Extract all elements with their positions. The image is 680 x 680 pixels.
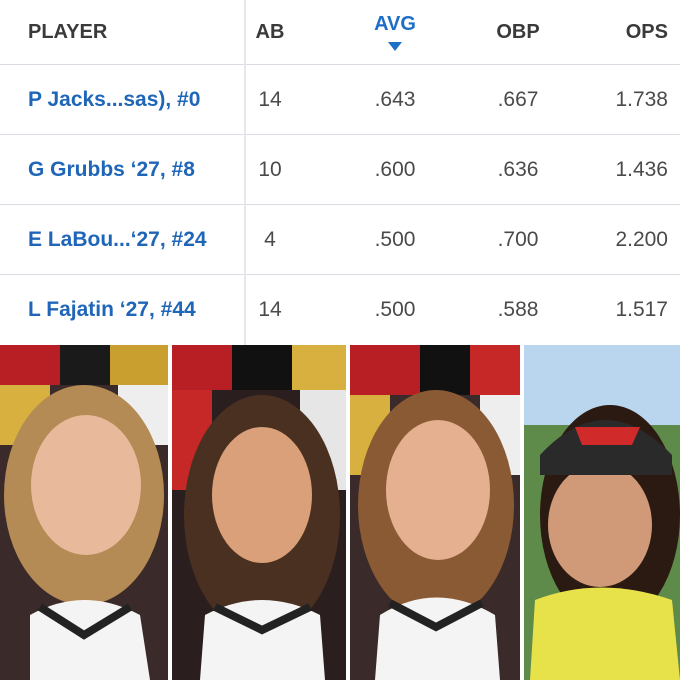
column-header: PLAYER <box>28 20 108 43</box>
column-divider <box>244 0 246 345</box>
stat-cell: .600 <box>374 157 416 181</box>
sort-indicator <box>388 42 402 51</box>
stat-cell: 1.517 <box>615 297 668 321</box>
photo <box>172 345 346 680</box>
stat-cell: .500 <box>374 227 416 251</box>
header-row: PLAYER AB AVG OBP OPS <box>0 0 680 65</box>
stat-cell: 14 <box>258 87 282 111</box>
player-name[interactable]: E LaBou...‘27, #24 <box>28 227 207 251</box>
stat-cell: 1.436 <box>615 157 668 181</box>
column-header: AB <box>255 20 285 43</box>
stat-cell: .636 <box>497 157 539 181</box>
player-name[interactable]: G Grubbs ‘27, #8 <box>28 157 195 181</box>
stat-cell: 2.200 <box>615 227 668 251</box>
table-row: P Jacks...sas), #0 14 .643 .667 1.738 <box>0 65 680 135</box>
stat-cell: 4 <box>264 227 276 251</box>
table-row: G Grubbs ‘27, #8 10 .600 .636 1.436 <box>0 135 680 205</box>
photo <box>524 345 680 680</box>
stat-cell: .700 <box>497 227 539 251</box>
column-header: AVG <box>345 0 445 64</box>
stats-table: PLAYER AB AVG OBP OPS P Jacks...sas), #0 14 .64… <box>0 0 680 344</box>
player-name[interactable]: L Fajatin ‘27, #44 <box>28 297 196 321</box>
player-name[interactable]: P Jacks...sas), #0 <box>28 87 201 111</box>
stat-cell: .643 <box>374 87 416 111</box>
table-row: E LaBou...‘27, #24 4 .500 .700 2.200 <box>0 205 680 275</box>
photo <box>0 345 168 680</box>
stat-cell: .588 <box>497 297 539 321</box>
stat-cell: .500 <box>374 297 416 321</box>
stat-cell: .667 <box>497 87 539 111</box>
stat-cell: 10 <box>258 157 282 181</box>
photo-strip <box>0 345 680 680</box>
stat-cell: 14 <box>258 297 282 321</box>
column-header-text: AVG <box>374 13 416 35</box>
photo <box>350 345 520 680</box>
column-header: OPS <box>625 20 668 43</box>
column-header: OBP <box>496 20 540 43</box>
stat-cell: 1.738 <box>615 87 668 111</box>
table-row: L Fajatin ‘27, #44 14 .500 .588 1.517 <box>0 275 680 344</box>
